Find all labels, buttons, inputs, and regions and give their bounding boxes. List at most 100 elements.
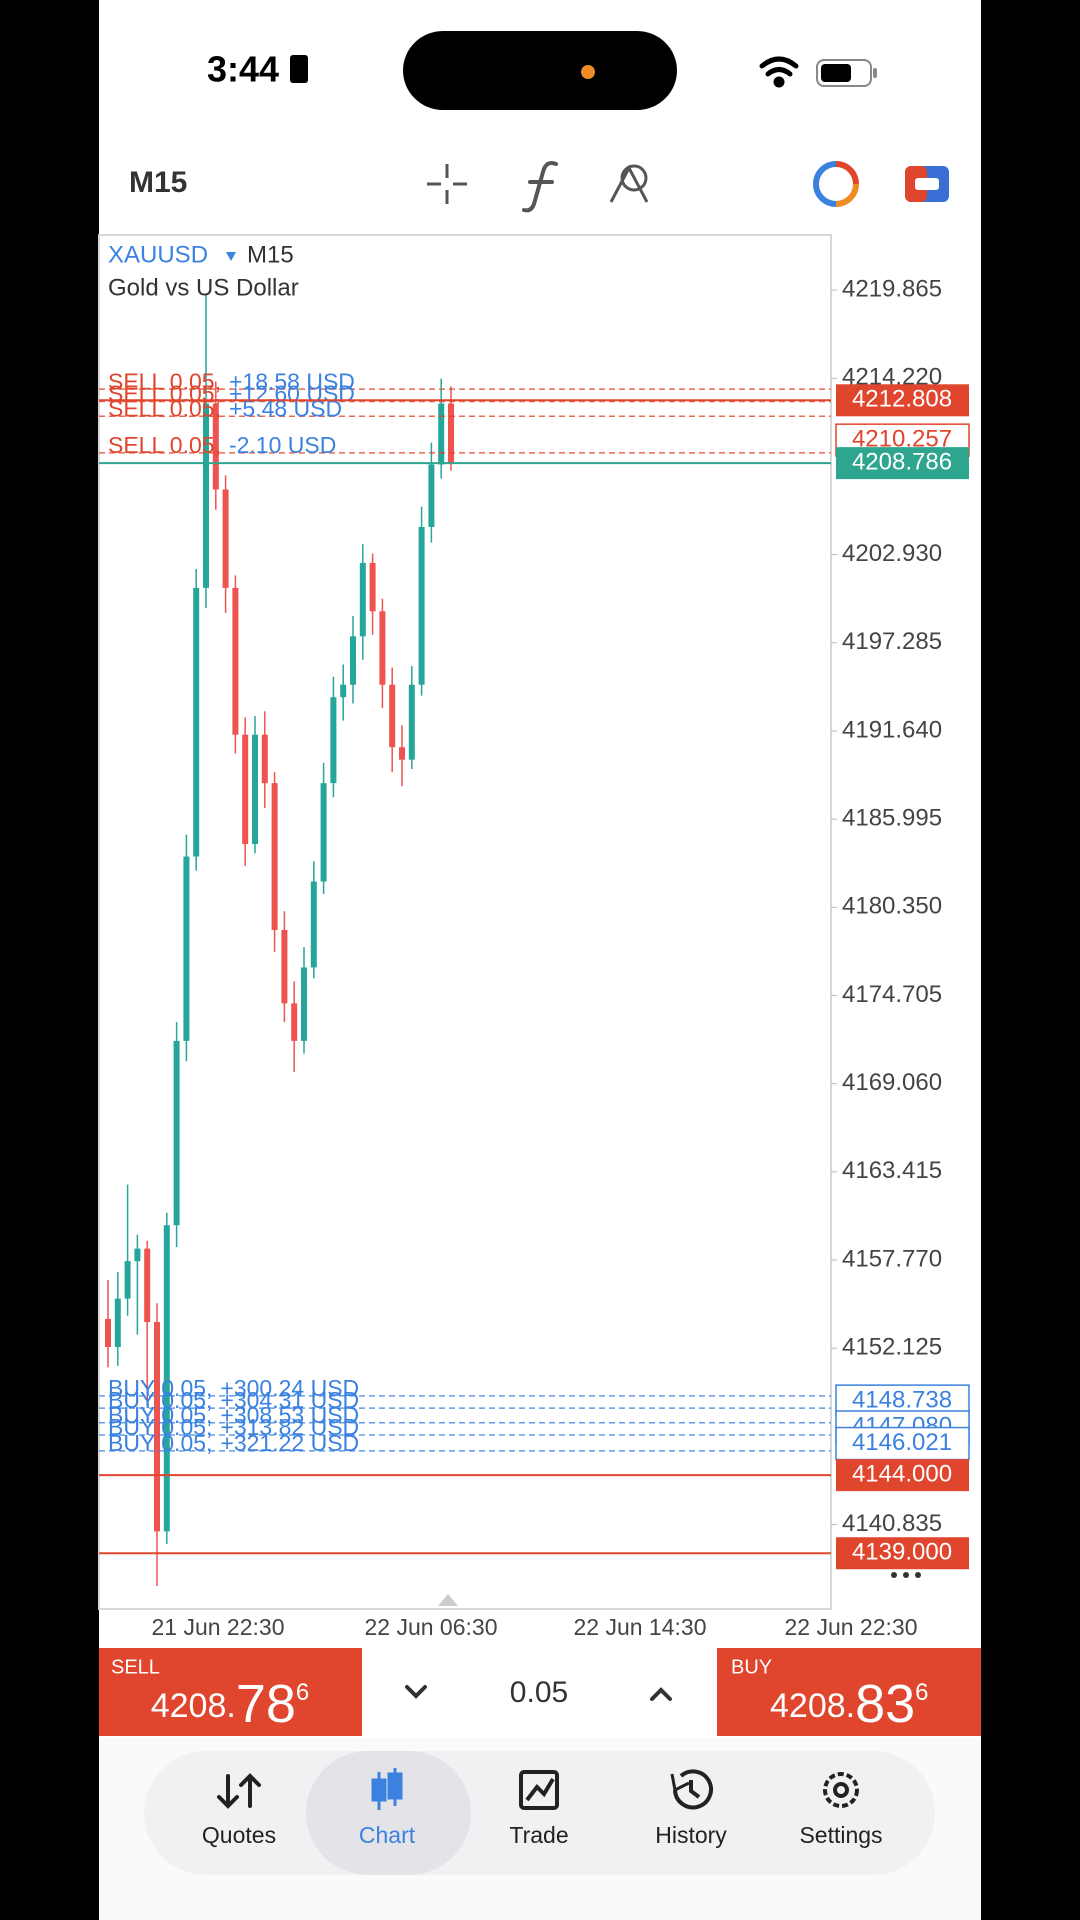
settings-icon — [823, 1772, 859, 1808]
symbol-name[interactable]: XAUUSD — [108, 241, 208, 268]
tab-label[interactable]: Trade — [509, 1822, 568, 1848]
buy-price-big: 83 — [855, 1674, 915, 1734]
candle-body — [330, 697, 337, 784]
candle-body — [320, 783, 327, 882]
volume-down[interactable] — [405, 1685, 427, 1699]
sell-label: SELL — [111, 1656, 160, 1678]
price-level-label: 4208.786 — [852, 448, 952, 475]
y-tick-label: 4185.995 — [842, 804, 942, 831]
y-tick-label: 4180.350 — [842, 893, 942, 920]
chart-icon — [371, 1768, 403, 1810]
more-button[interactable] — [891, 1572, 921, 1578]
clock: 3:44 — [207, 49, 279, 90]
price-level-box — [836, 384, 969, 417]
position-side: BUY 0.05, — [108, 1387, 212, 1413]
sell-button[interactable] — [99, 1648, 362, 1736]
trade-ticket-button[interactable] — [905, 166, 949, 202]
tab-label[interactable]: Chart — [359, 1822, 416, 1848]
volume[interactable]: 0.05 — [510, 1676, 568, 1709]
candle-body — [203, 403, 209, 588]
position-side: SELL 0.05, — [108, 395, 221, 421]
candle-body — [114, 1298, 121, 1348]
tab-labels: Quotes Chart Trade History Settings — [202, 1822, 883, 1848]
candle-body — [232, 587, 239, 735]
candle-body — [340, 684, 347, 698]
symbol-dropdown-arrow[interactable] — [226, 252, 236, 261]
trade-icon — [519, 1770, 559, 1810]
plot-area: 4219.8654214.2204202.9304197.2854191.640… — [99, 275, 970, 1640]
tab-label[interactable]: Settings — [799, 1822, 882, 1848]
price-level-label: 4212.808 — [852, 386, 952, 413]
candle-body — [163, 1225, 170, 1532]
position-profit: +313.82 USD — [220, 1414, 359, 1440]
contact-icon — [290, 55, 308, 83]
wifi-icon — [759, 56, 799, 88]
buy-price-sup: 6 — [915, 1679, 928, 1706]
position-side: BUY 0.05, — [108, 1375, 212, 1401]
position-side: BUY 0.05, — [108, 1430, 212, 1456]
position-side: SELL 0.05, — [108, 432, 221, 458]
crosshair-button[interactable] — [427, 164, 467, 204]
position-profit: +5.48 USD — [229, 395, 342, 421]
x-tick-label: 22 Jun 06:30 — [364, 1614, 497, 1640]
symbol-timeframe: M15 — [247, 241, 294, 268]
price-level-label: 4139.000 — [852, 1539, 952, 1566]
price-level-box — [836, 1537, 969, 1570]
candle-body — [389, 684, 396, 748]
y-tick-label: 4197.285 — [842, 628, 942, 655]
candle-body — [154, 1322, 160, 1532]
price-level-box — [836, 447, 969, 480]
y-tick-label: 4219.865 — [842, 275, 942, 302]
candle-body — [408, 684, 415, 760]
symbol-description: Gold vs US Dollar — [108, 274, 299, 301]
y-tick-label: 4174.705 — [842, 981, 942, 1008]
indicators-button[interactable] — [522, 161, 558, 213]
y-tick-label: 4157.770 — [842, 1245, 942, 1272]
x-tick-label: 21 Jun 22:30 — [151, 1614, 284, 1640]
dynamic-island — [403, 31, 677, 110]
candle-body — [144, 1248, 151, 1323]
position-side: SELL 0.05, — [108, 368, 221, 394]
volume-up[interactable] — [650, 1687, 672, 1701]
buy-label: BUY — [731, 1656, 772, 1678]
candle-body — [261, 734, 268, 784]
candle-body — [222, 489, 229, 588]
position-profit: -2.10 USD — [229, 432, 336, 458]
candle-body — [252, 734, 258, 845]
candle-body — [212, 403, 219, 490]
candle-body — [399, 747, 405, 760]
tab-label[interactable]: History — [655, 1822, 727, 1848]
price-level-label: 4146.021 — [852, 1429, 952, 1456]
candle-body — [438, 403, 445, 465]
position-side: BUY 0.05, — [108, 1414, 212, 1440]
price-level-label: 4148.738 — [852, 1386, 952, 1413]
timeframe-button[interactable]: M15 — [129, 166, 187, 199]
battery-icon — [816, 59, 877, 87]
candle-body — [359, 562, 366, 637]
candle-body — [105, 1318, 111, 1348]
active-tab-highlight — [306, 1751, 471, 1875]
tab-label[interactable]: Quotes — [202, 1822, 276, 1848]
y-tick-label: 4202.930 — [842, 540, 942, 567]
account-button[interactable] — [813, 161, 859, 207]
price-level-box — [836, 1459, 969, 1492]
y-tick-label: 4140.835 — [842, 1510, 942, 1537]
indicator-dot — [581, 65, 595, 79]
sell-price: 4208.786 — [151, 1674, 310, 1734]
position-profit: +308.53 USD — [220, 1402, 359, 1428]
candle-body — [134, 1248, 141, 1262]
scroll-marker — [438, 1594, 458, 1606]
position-side: SELL 0.05, — [108, 381, 221, 407]
buy-button[interactable] — [717, 1648, 981, 1736]
candle-body — [291, 1003, 298, 1041]
buy-price: 4208.836 — [770, 1674, 929, 1734]
objects-button[interactable] — [609, 164, 649, 203]
position-side: BUY 0.05, — [108, 1402, 212, 1428]
candle-body — [183, 856, 190, 1041]
candle-body — [193, 587, 200, 857]
history-icon — [670, 1769, 713, 1810]
candle-body — [173, 1040, 180, 1226]
x-tick-label: 22 Jun 22:30 — [784, 1614, 917, 1640]
candle-body — [350, 636, 356, 685]
sell-price-big: 78 — [236, 1674, 296, 1734]
